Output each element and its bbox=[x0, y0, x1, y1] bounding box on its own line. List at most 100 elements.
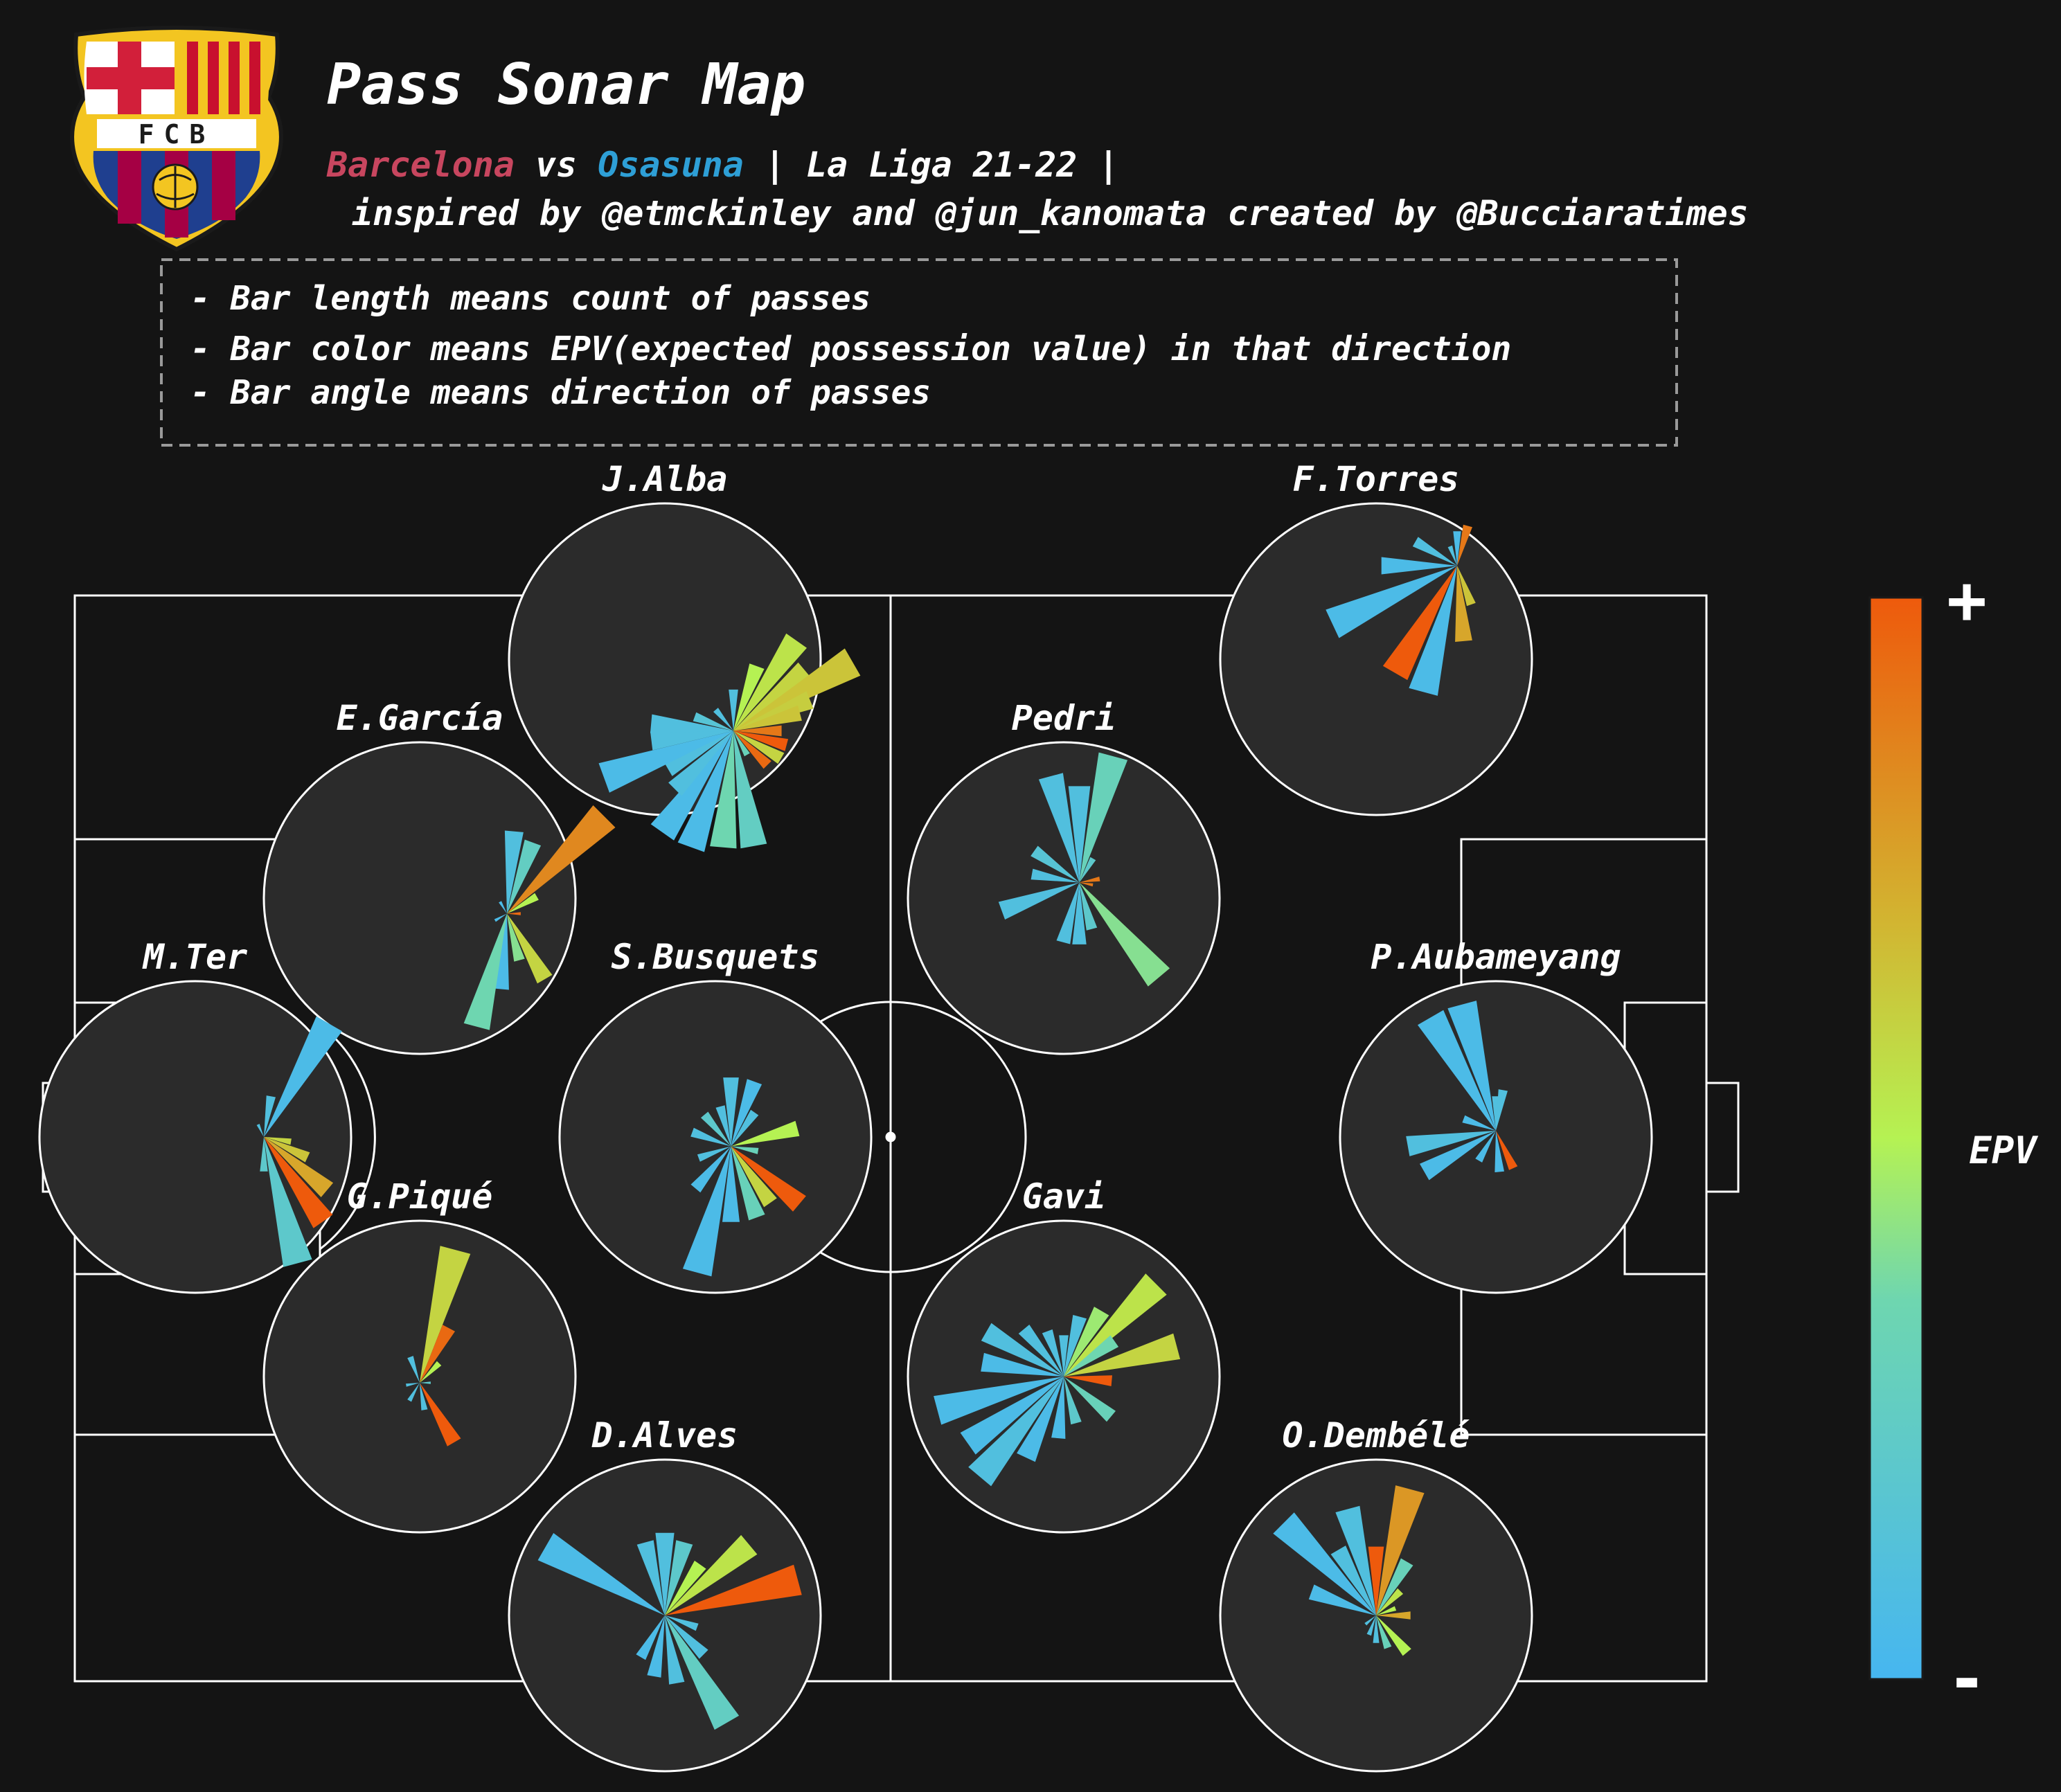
sonar-bar bbox=[507, 913, 553, 984]
sonar-bar bbox=[733, 691, 814, 731]
sonar-p-aubameyang bbox=[1339, 980, 1653, 1294]
sonar-circle bbox=[1219, 502, 1533, 816]
sonar-bar bbox=[733, 648, 861, 731]
sonar-gavi bbox=[907, 1219, 1221, 1534]
sonar-bar bbox=[264, 1016, 342, 1137]
sonar-bar bbox=[1064, 1375, 1112, 1386]
sonar-bar bbox=[1068, 786, 1091, 883]
sonar-bar bbox=[960, 1377, 1064, 1455]
legend-line-length: - Bar length means count of passes bbox=[190, 279, 871, 318]
sonar-bar bbox=[507, 912, 521, 915]
player-name-label: F.Torres bbox=[1293, 459, 1460, 499]
sonar-bar bbox=[1412, 537, 1457, 566]
sonar-bar bbox=[1051, 1377, 1066, 1439]
colorbar-min-label: - bbox=[1947, 1640, 1987, 1718]
sonar-bar bbox=[733, 731, 785, 764]
sonar-f-torres bbox=[1219, 502, 1533, 816]
sonar-bar bbox=[665, 1534, 758, 1615]
sonar-bar bbox=[663, 731, 733, 776]
colorbar-title: EPV bbox=[1969, 1129, 2038, 1172]
sonar-bar bbox=[507, 913, 525, 962]
player-name-label: J.Alba bbox=[602, 459, 728, 499]
sonar-bar bbox=[407, 1356, 420, 1383]
player-name-label: Pedri bbox=[1012, 698, 1116, 738]
sonar-bar bbox=[636, 1615, 665, 1660]
sonar-bar bbox=[733, 731, 789, 751]
sonar-bar bbox=[1496, 1089, 1508, 1131]
sonar-bar bbox=[260, 1137, 268, 1172]
sonar-bar bbox=[934, 1377, 1064, 1425]
sonar-bar bbox=[1079, 857, 1096, 883]
player-name-label: Gavi bbox=[1022, 1176, 1105, 1217]
sonar-bar bbox=[668, 731, 733, 796]
sonar-bar bbox=[507, 805, 616, 914]
sonar-bar bbox=[650, 731, 733, 751]
player-name-label: S.Busquets bbox=[611, 937, 819, 977]
sonar-bar bbox=[693, 712, 733, 731]
sonar-bar bbox=[1376, 1615, 1411, 1656]
sonar-bar bbox=[264, 1137, 292, 1145]
sonar-bar bbox=[733, 731, 771, 769]
sonar-bar bbox=[1409, 566, 1457, 696]
sonar-bar bbox=[1475, 1131, 1496, 1163]
sonar-bar bbox=[1017, 1377, 1064, 1462]
sonar-bar bbox=[1457, 566, 1476, 607]
sonar-bar bbox=[733, 731, 750, 757]
sonar-bar bbox=[1056, 882, 1080, 944]
sonar-e-garcia bbox=[262, 741, 616, 1055]
sonar-bar bbox=[507, 839, 542, 914]
credits-line: inspired by @etmckinley and @jun_kanomat… bbox=[352, 193, 1749, 233]
sonar-bar bbox=[731, 1109, 759, 1147]
colorbar-max-label: + bbox=[1947, 562, 1987, 639]
player-name-label: O.Dembélé bbox=[1283, 1415, 1470, 1455]
sonar-bar bbox=[420, 1383, 428, 1410]
sonar-bar bbox=[463, 913, 507, 1030]
sonar-bar bbox=[731, 1146, 759, 1154]
sonar-bar bbox=[1326, 566, 1457, 638]
sonar-bar bbox=[665, 1564, 802, 1615]
sonar-bar bbox=[1366, 1615, 1376, 1636]
sonar-bar bbox=[1496, 1131, 1518, 1170]
sonar-bar bbox=[710, 731, 737, 849]
sonar-bar bbox=[731, 1146, 765, 1221]
sonar-bar bbox=[1462, 1115, 1496, 1131]
sonar-circle bbox=[38, 980, 353, 1294]
sonar-bar bbox=[1273, 1512, 1376, 1615]
sonar-bar bbox=[1059, 1335, 1069, 1377]
sonar-bar bbox=[264, 1137, 312, 1267]
vs-word: vs bbox=[535, 145, 577, 185]
sonar-bar bbox=[1064, 1377, 1116, 1422]
sonar-bar bbox=[690, 1127, 731, 1147]
sonar-bar bbox=[1495, 1131, 1504, 1172]
sonar-bar bbox=[733, 663, 765, 731]
sonar-bar bbox=[665, 1615, 699, 1631]
sonar-bar bbox=[1368, 1546, 1384, 1615]
sonar-bar bbox=[494, 913, 507, 922]
sonar-bar bbox=[1382, 566, 1457, 681]
sonar-s-busquets bbox=[558, 980, 873, 1294]
sonar-bar bbox=[420, 1381, 431, 1384]
match-subtitle: Barcelona vs Osasuna | La Liga 21-22 | bbox=[326, 145, 1119, 185]
sonar-g-pique bbox=[262, 1219, 577, 1534]
sonar-bar bbox=[420, 1246, 471, 1383]
away-team-name: Osasuna bbox=[598, 145, 744, 185]
sonar-bar bbox=[733, 662, 812, 731]
sonar-bar bbox=[713, 708, 733, 731]
sonar-bar bbox=[1376, 1615, 1392, 1649]
sonar-bar bbox=[1064, 1335, 1119, 1377]
sonar-bar bbox=[1030, 845, 1080, 883]
sonar-bar bbox=[1376, 1611, 1411, 1620]
player-name-label: E.García bbox=[337, 698, 503, 738]
sonar-d-alves bbox=[508, 1458, 822, 1773]
sonar-bar bbox=[1308, 1584, 1376, 1615]
sonar-bar bbox=[1079, 752, 1128, 883]
sonar-bar bbox=[1064, 1307, 1109, 1377]
sonar-bar bbox=[690, 1146, 731, 1193]
sonar-bar bbox=[697, 1146, 731, 1162]
sonar-bar bbox=[1447, 545, 1457, 566]
sonar-bar bbox=[264, 1095, 276, 1137]
sonar-bar bbox=[665, 1615, 708, 1659]
sonar-bar bbox=[1381, 557, 1457, 575]
sonar-bar bbox=[731, 1146, 777, 1208]
